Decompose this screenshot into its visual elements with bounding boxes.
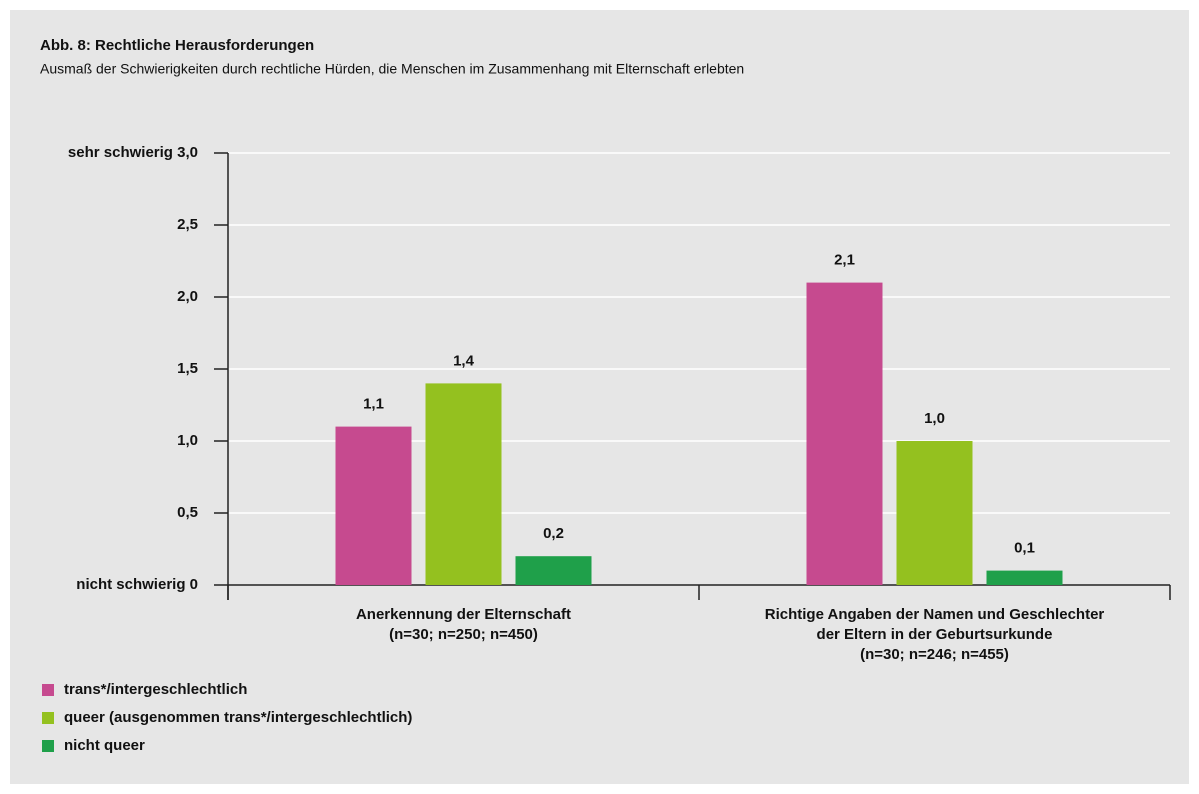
y-tick-label: nicht schwierig 0	[76, 576, 198, 593]
legend-label: queer (ausgenommen trans*/intergeschlech…	[64, 709, 412, 726]
legend-swatch	[42, 740, 54, 752]
y-tick-label: 2,0	[177, 288, 198, 305]
legend-swatch	[42, 712, 54, 724]
x-tick-label: der Eltern in der Geburtsurkunde	[817, 626, 1053, 643]
x-tick-label: (n=30; n=246; n=455)	[860, 646, 1009, 663]
legend-label: trans*/intergeschlechtlich	[64, 681, 247, 698]
bar	[986, 570, 1063, 585]
y-tick-label: 1,0	[177, 432, 198, 449]
value-label: 0,2	[543, 525, 564, 542]
bar	[806, 282, 883, 585]
bar	[515, 556, 592, 585]
bar	[896, 441, 973, 585]
background	[10, 10, 1189, 784]
x-tick-label: Richtige Angaben der Namen und Geschlech…	[765, 606, 1105, 623]
value-label: 1,0	[924, 410, 945, 427]
y-tick-label: sehr schwierig 3,0	[68, 144, 198, 161]
x-tick-label: (n=30; n=250; n=450)	[389, 626, 538, 643]
value-label: 0,1	[1014, 540, 1035, 557]
bar	[425, 383, 502, 585]
y-tick-label: 0,5	[177, 504, 198, 521]
x-tick-label: Anerkennung der Elternschaft	[356, 606, 571, 623]
y-tick-label: 1,5	[177, 360, 198, 377]
value-label: 1,4	[453, 352, 475, 369]
legend-label: nicht queer	[64, 737, 145, 754]
value-label: 2,1	[834, 252, 855, 269]
legend-swatch	[42, 684, 54, 696]
value-label: 1,1	[363, 396, 384, 413]
chart-subtitle: Ausmaß der Schwierigkeiten durch rechtli…	[40, 61, 744, 77]
bar	[335, 426, 412, 585]
y-tick-label: 2,5	[177, 216, 198, 233]
chart-title: Abb. 8: Rechtliche Herausforderungen	[40, 37, 314, 54]
